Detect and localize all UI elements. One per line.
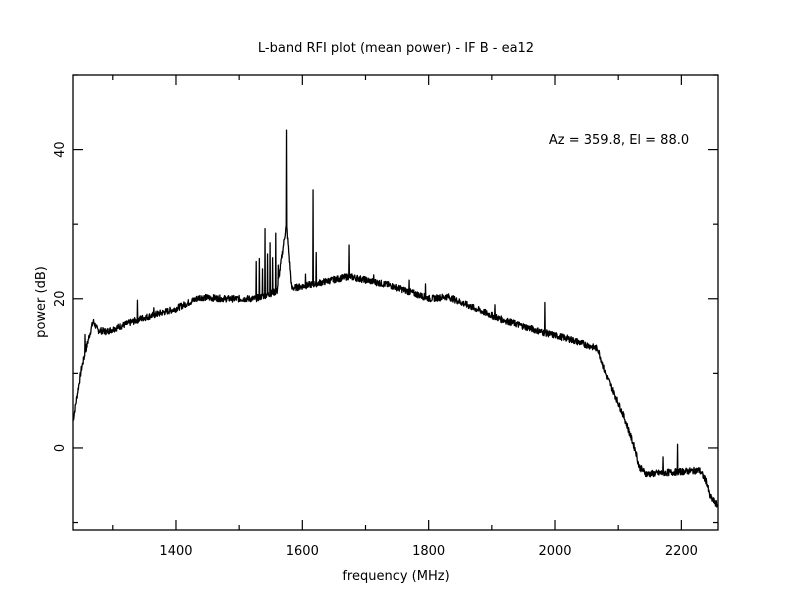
chart-title: L-band RFI plot (mean power) - IF B - ea… (258, 41, 534, 56)
spectrum-line (72, 129, 719, 508)
x-tick-label: 1600 (286, 544, 319, 559)
plot-frame (72, 74, 719, 531)
x-tick-label: 2200 (665, 544, 698, 559)
y-axis-label: power (dB) (34, 266, 49, 338)
y-tick-label: 20 (53, 290, 68, 307)
y-tick-label: 0 (53, 444, 68, 452)
y-tick-label: 40 (53, 141, 68, 158)
x-tick-label: 1400 (159, 544, 192, 559)
x-tick-label: 1800 (412, 544, 445, 559)
az-el-annotation: Az = 359.8, El = 88.0 (549, 133, 689, 148)
x-axis-label: frequency (MHz) (342, 569, 449, 584)
x-tick-label: 2000 (538, 544, 571, 559)
